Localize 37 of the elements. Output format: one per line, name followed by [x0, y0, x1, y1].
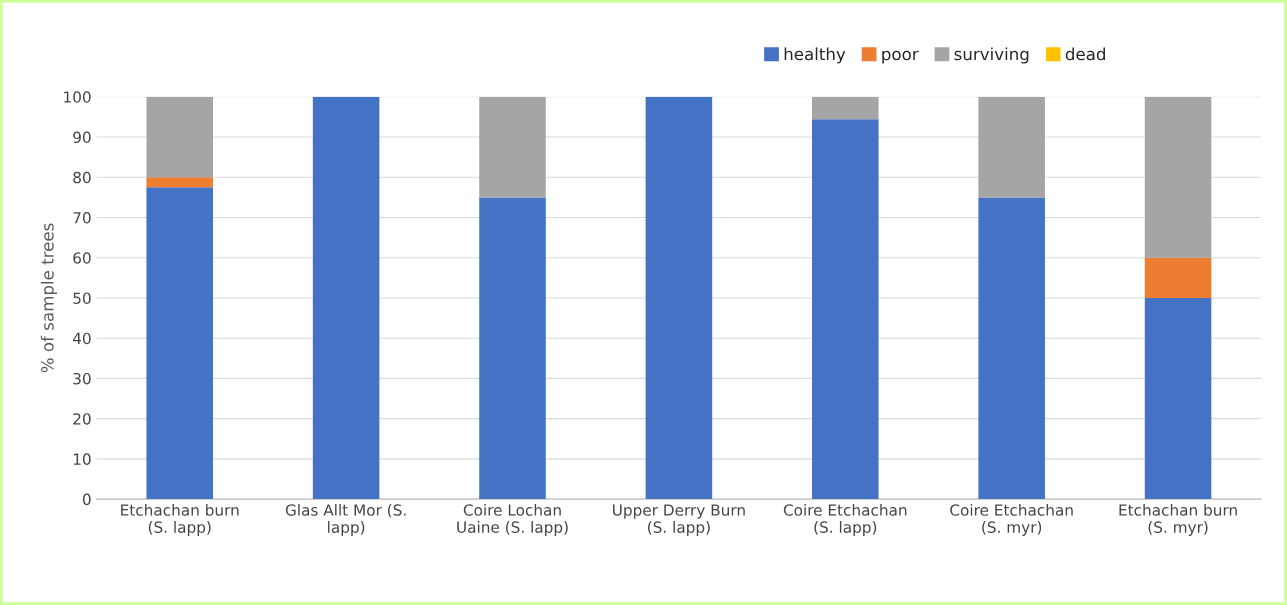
- y-tick-label: 20: [73, 413, 91, 425]
- x-tick-label: Upper Derry Burn (S. lapp): [613, 504, 745, 536]
- bar: [1144, 96, 1212, 258]
- bar: [978, 197, 1045, 500]
- y-tick-label: 0: [82, 493, 91, 506]
- legend-label: surviving: [954, 47, 1029, 64]
- bar: [978, 96, 1045, 198]
- bar: [479, 197, 546, 500]
- legend-label: healthy: [784, 47, 846, 64]
- x-tick-label: Glas Allt Mor (S. lapp): [285, 503, 406, 536]
- x-tick-label: Coire Etchachan (S. myr): [950, 503, 1073, 536]
- x-tick-label: Etchachan burn (S. lapp): [121, 503, 239, 536]
- y-tick-label: 50: [73, 292, 91, 304]
- bar: [146, 96, 213, 178]
- bar: [312, 96, 380, 500]
- bar: [645, 96, 713, 500]
- y-tick-label: 30: [73, 372, 91, 385]
- bar: [812, 96, 879, 120]
- legend-label: dead: [1065, 47, 1105, 61]
- y-tick-label: 40: [72, 332, 91, 345]
- x-tick-label: Coire Etchachan (S. lapp): [783, 503, 907, 536]
- bar: [812, 119, 879, 500]
- bar: [146, 177, 213, 188]
- y-tick-label: 80: [73, 171, 91, 184]
- bar: [479, 96, 546, 198]
- bar: [1144, 257, 1212, 298]
- y-tick-label: 90: [73, 131, 91, 144]
- x-tick-label: Etchachan burn (S. myr): [1119, 503, 1237, 536]
- y-axis-title: % of sample trees: [40, 223, 57, 373]
- y-tick-label: 10: [73, 453, 91, 465]
- bar: [1144, 297, 1212, 500]
- bar: [146, 187, 213, 500]
- y-tick-label: 60: [73, 252, 91, 264]
- y-tick-label: 70: [73, 211, 91, 224]
- x-tick-label: Coire Lochan Uaine (S. lapp): [457, 503, 568, 536]
- legend-label: poor: [882, 50, 919, 64]
- y-tick-label: 100: [64, 91, 91, 103]
